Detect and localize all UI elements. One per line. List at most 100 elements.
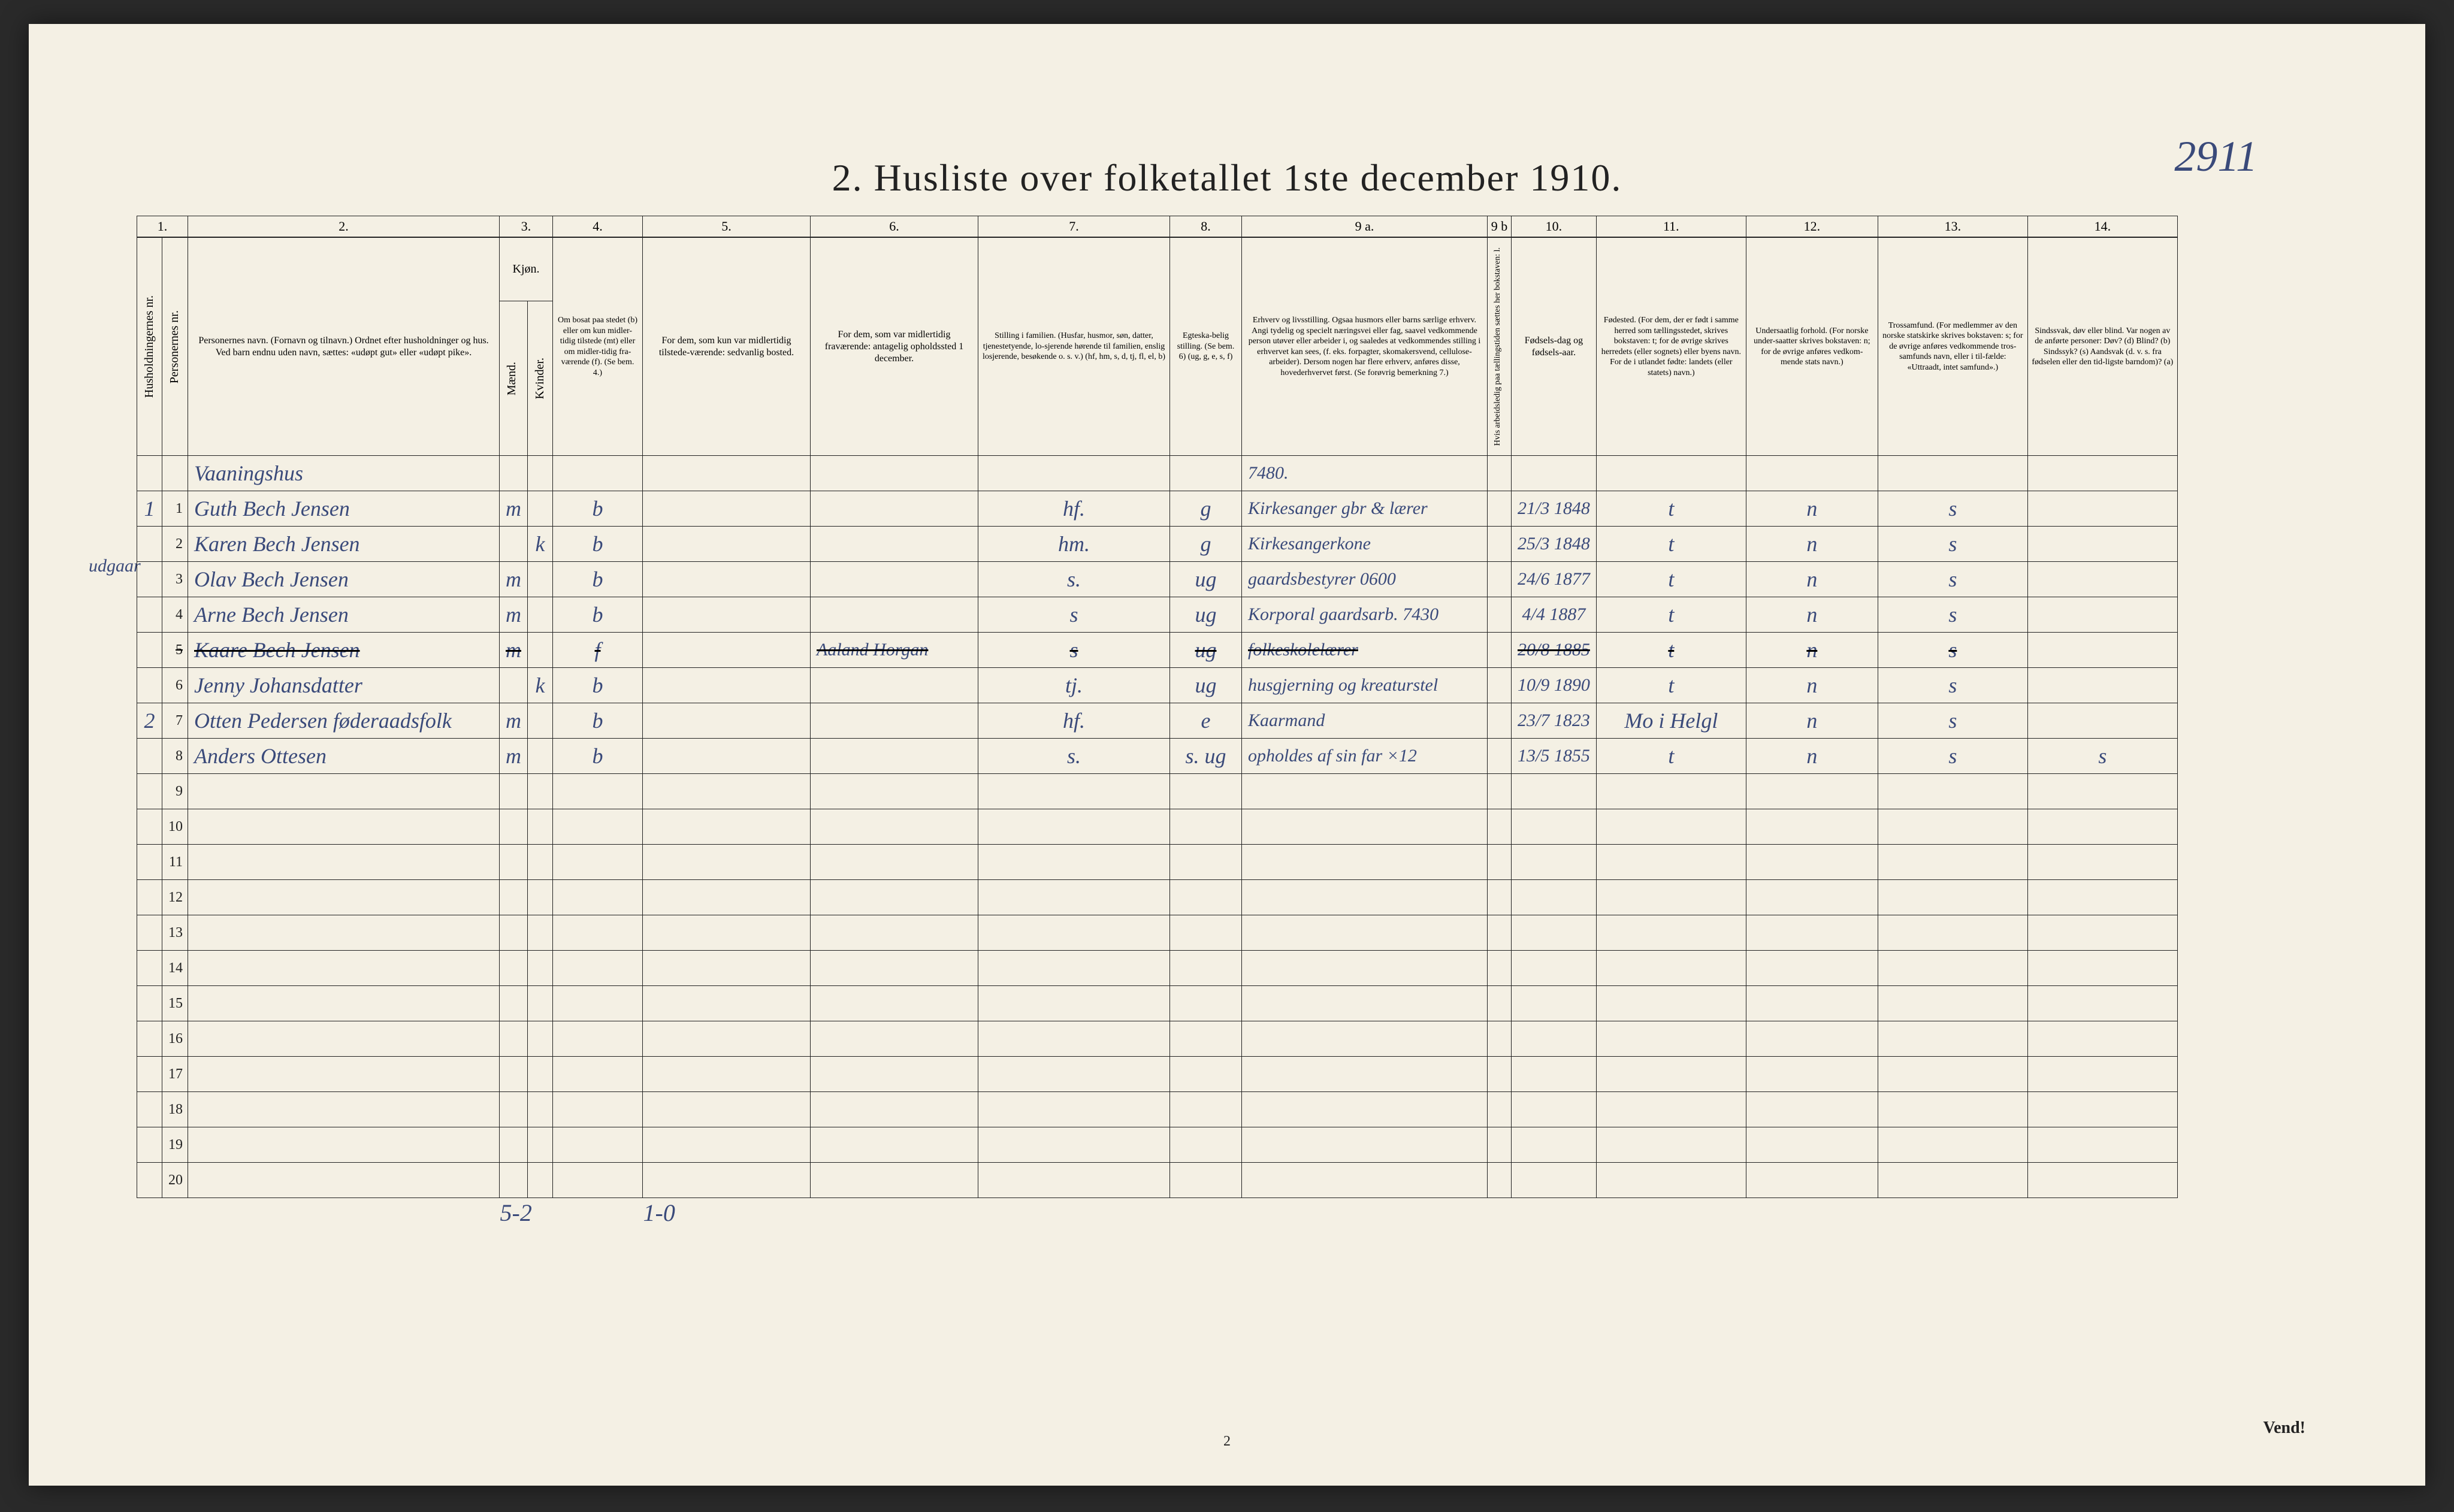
- cell-blank: [1878, 1163, 2027, 1198]
- cell-unemployed: [1488, 703, 1512, 739]
- cell-hh: [137, 633, 162, 668]
- cell-blank: [1170, 915, 1242, 951]
- cell-blank: 19: [162, 1127, 188, 1163]
- cell-blank: [811, 1163, 978, 1198]
- cell-male: m: [500, 597, 528, 633]
- cell-blank: [2027, 1163, 2177, 1198]
- cell-person-nr: 2: [162, 527, 188, 562]
- cell-blank: [188, 1092, 500, 1127]
- cell-blank: [811, 809, 978, 845]
- cell-blank: [1170, 1092, 1242, 1127]
- cell-blank: [553, 1163, 643, 1198]
- cell-blank: [1512, 1092, 1597, 1127]
- cell-unemployed: [1488, 597, 1512, 633]
- cell-blank: [811, 1057, 978, 1092]
- cell-female: [528, 633, 553, 668]
- cell-family-role: hf.: [978, 703, 1170, 739]
- cell-occupation: Kirkesangerkone: [1242, 527, 1488, 562]
- cell-temp-absent: Aaland Horgan: [811, 633, 978, 668]
- cell-blank: [528, 986, 553, 1021]
- cell-presence: b: [553, 491, 643, 527]
- cell-dob: 23/7 1823: [1512, 703, 1597, 739]
- cell-dob: 20/8 1885: [1512, 633, 1597, 668]
- cell-marital: g: [1170, 491, 1242, 527]
- cell-blank: [528, 880, 553, 915]
- table-row: 18: [137, 1092, 2178, 1127]
- cell-occupation: gaardsbestyrer 0600: [1242, 562, 1488, 597]
- cell-blank: [553, 1127, 643, 1163]
- cell-blank: [2027, 915, 2177, 951]
- cell-hh: 2: [137, 703, 162, 739]
- cell-blank: [1596, 1127, 1746, 1163]
- cell-blank: [2027, 1127, 2177, 1163]
- cell-blank: [1878, 915, 2027, 951]
- cell-blank: [1488, 915, 1512, 951]
- table-row: 13: [137, 915, 2178, 951]
- cell-disability: s: [2027, 739, 2177, 774]
- cell-hh: [137, 668, 162, 703]
- cell-marital: e: [1170, 703, 1242, 739]
- cell-temp-present: [643, 668, 811, 703]
- cell-blank: [137, 1163, 162, 1198]
- cell-blank: [1878, 880, 2027, 915]
- cell-male: m: [500, 703, 528, 739]
- cell-occupation: Kaarmand: [1242, 703, 1488, 739]
- cell-blank: [1596, 774, 1746, 809]
- cell-nationality: n: [1746, 491, 1878, 527]
- cell-temp-present: [643, 703, 811, 739]
- cell-blank: [643, 915, 811, 951]
- cell-blank: [1488, 1057, 1512, 1092]
- cell-unemployed: [1488, 739, 1512, 774]
- cell-blank: [1512, 951, 1597, 986]
- cell-birthplace: t: [1596, 739, 1746, 774]
- cell-blank: [553, 915, 643, 951]
- cell-religion: s: [1878, 739, 2027, 774]
- cell-blank: [1512, 809, 1597, 845]
- cell-nationality: n: [1746, 527, 1878, 562]
- cell-blank: [2027, 951, 2177, 986]
- cell-blank: [1170, 1163, 1242, 1198]
- cell-blank: [188, 774, 500, 809]
- cell-presence: b: [553, 668, 643, 703]
- colnum-11: 11.: [1596, 216, 1746, 238]
- cell-nationality: n: [1746, 562, 1878, 597]
- cell-marital: s. ug: [1170, 739, 1242, 774]
- cell-female: k: [528, 527, 553, 562]
- cell-blank: [188, 845, 500, 880]
- cell-blank: [553, 1092, 643, 1127]
- cell-blank: [643, 1092, 811, 1127]
- census-page: 2911 2. Husliste over folketallet 1ste d…: [29, 24, 2425, 1486]
- cell-temp-present: [643, 456, 811, 491]
- cell-blank: [500, 774, 528, 809]
- colnum-12: 12.: [1746, 216, 1878, 238]
- cell-blank: [1878, 1057, 2027, 1092]
- cell-blank: [1596, 951, 1746, 986]
- cell-blank: 12: [162, 880, 188, 915]
- cell-blank: [978, 1021, 1170, 1057]
- cell-family-role: s.: [978, 739, 1170, 774]
- cell-dob: 25/3 1848: [1512, 527, 1597, 562]
- cell-disability: [2027, 527, 2177, 562]
- table-row: 6Jenny Johansdatterkbtj.ughusgjerning og…: [137, 668, 2178, 703]
- cell-blank: [500, 915, 528, 951]
- table-row: 27Otten Pedersen føderaadsfolkmbhf.eKaar…: [137, 703, 2178, 739]
- cell-religion: s: [1878, 668, 2027, 703]
- cell-blank: [1746, 951, 1878, 986]
- cell-blank: [643, 845, 811, 880]
- header-presence: Om bosat paa stedet (b) eller om kun mid…: [553, 237, 643, 456]
- cell-blank: [1242, 845, 1488, 880]
- cell-blank: [1242, 809, 1488, 845]
- cell-blank: [1746, 1057, 1878, 1092]
- table-row: 4Arne Bech JensenmbsugKorporal gaardsarb…: [137, 597, 2178, 633]
- cell-nationality: n: [1746, 703, 1878, 739]
- cell-blank: [137, 1057, 162, 1092]
- cell-blank: [978, 915, 1170, 951]
- census-body: Vaaningshus7480.11Guth Bech Jensenmbhf.g…: [137, 456, 2178, 1198]
- cell-disability: [2027, 703, 2177, 739]
- cell-temp-absent: [811, 597, 978, 633]
- table-row: 9: [137, 774, 2178, 809]
- cell-blank: [1170, 1127, 1242, 1163]
- cell-female: [528, 562, 553, 597]
- cell-blank: [188, 1021, 500, 1057]
- cell-presence: b: [553, 703, 643, 739]
